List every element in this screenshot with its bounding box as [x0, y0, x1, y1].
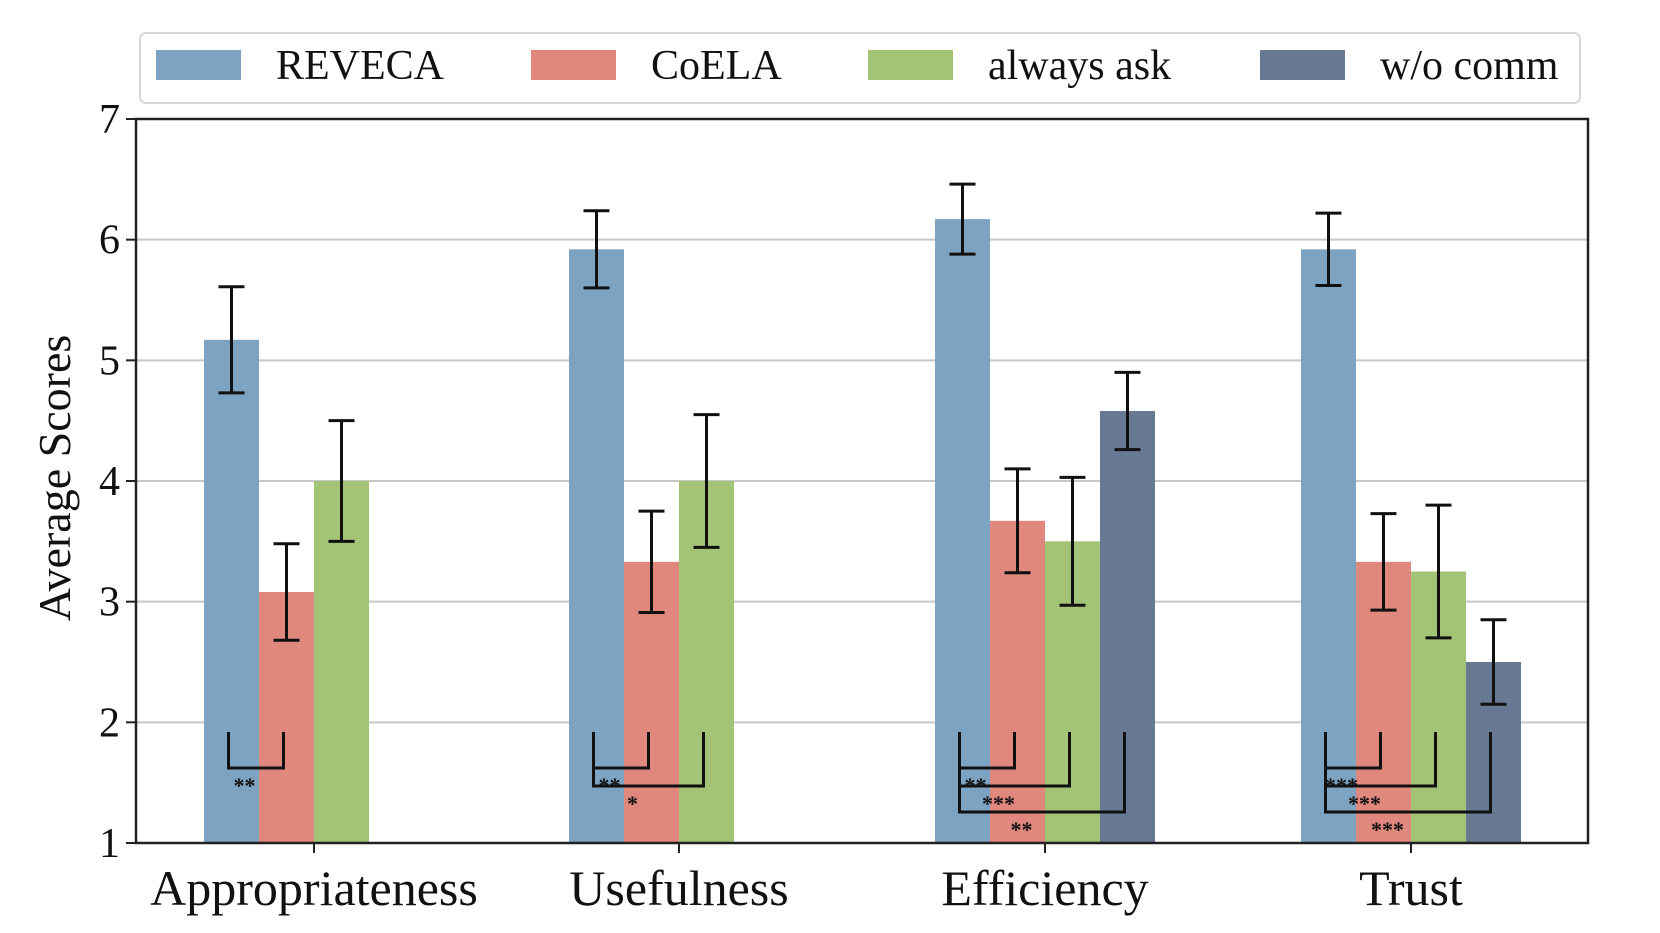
y-tick-label: 6 [99, 218, 120, 264]
significance-bracket [1324, 732, 1492, 814]
bar [1100, 411, 1155, 843]
x-tick-label: Usefulness [569, 860, 788, 916]
significance-bracket [227, 732, 285, 770]
y-tick-label: 4 [99, 459, 120, 505]
bar-marks [204, 219, 1521, 844]
significance-label: ** [234, 773, 256, 798]
legend-swatch [1260, 50, 1345, 80]
x-tick-label: Trust [1359, 860, 1463, 916]
y-axis-title: Average Scores [29, 335, 80, 622]
legend: REVECA CoELA always ask w/o comm [139, 32, 1581, 104]
y-tick-label: 3 [99, 580, 120, 626]
legend-swatch [156, 50, 241, 80]
y-tick-label: 7 [99, 97, 120, 143]
significance-label: * [627, 791, 638, 816]
legend-label: always ask [988, 43, 1171, 89]
significance-bracket [592, 732, 705, 788]
legend-swatch [531, 50, 616, 80]
error-bars [218, 182, 1507, 706]
bar [935, 219, 990, 844]
x-tick-label: Appropriateness [150, 860, 478, 916]
legend-label: CoELA [651, 43, 782, 89]
y-axis-ticks: 1 2 3 4 5 6 7 [99, 97, 136, 867]
bar [204, 339, 259, 843]
significance-label: *** [1371, 817, 1404, 842]
legend-swatch [868, 50, 953, 80]
legend-label: w/o comm [1380, 43, 1559, 89]
bar [990, 520, 1045, 843]
y-tick-label: 1 [99, 821, 120, 867]
legend-label: REVECA [276, 43, 445, 89]
significance-bracket [958, 732, 1126, 814]
x-tick-label: Efficiency [941, 860, 1148, 916]
significance-brackets: ** ******************* [227, 732, 1492, 842]
bar [569, 249, 624, 843]
y-tick-label: 5 [99, 338, 120, 384]
y-tick-label: 2 [99, 700, 120, 746]
legend-box [139, 32, 1581, 104]
bar [1301, 249, 1356, 843]
significance-label: ** [1011, 817, 1033, 842]
x-axis-ticks: Appropriateness Usefulness Efficiency Trust [150, 843, 1463, 916]
